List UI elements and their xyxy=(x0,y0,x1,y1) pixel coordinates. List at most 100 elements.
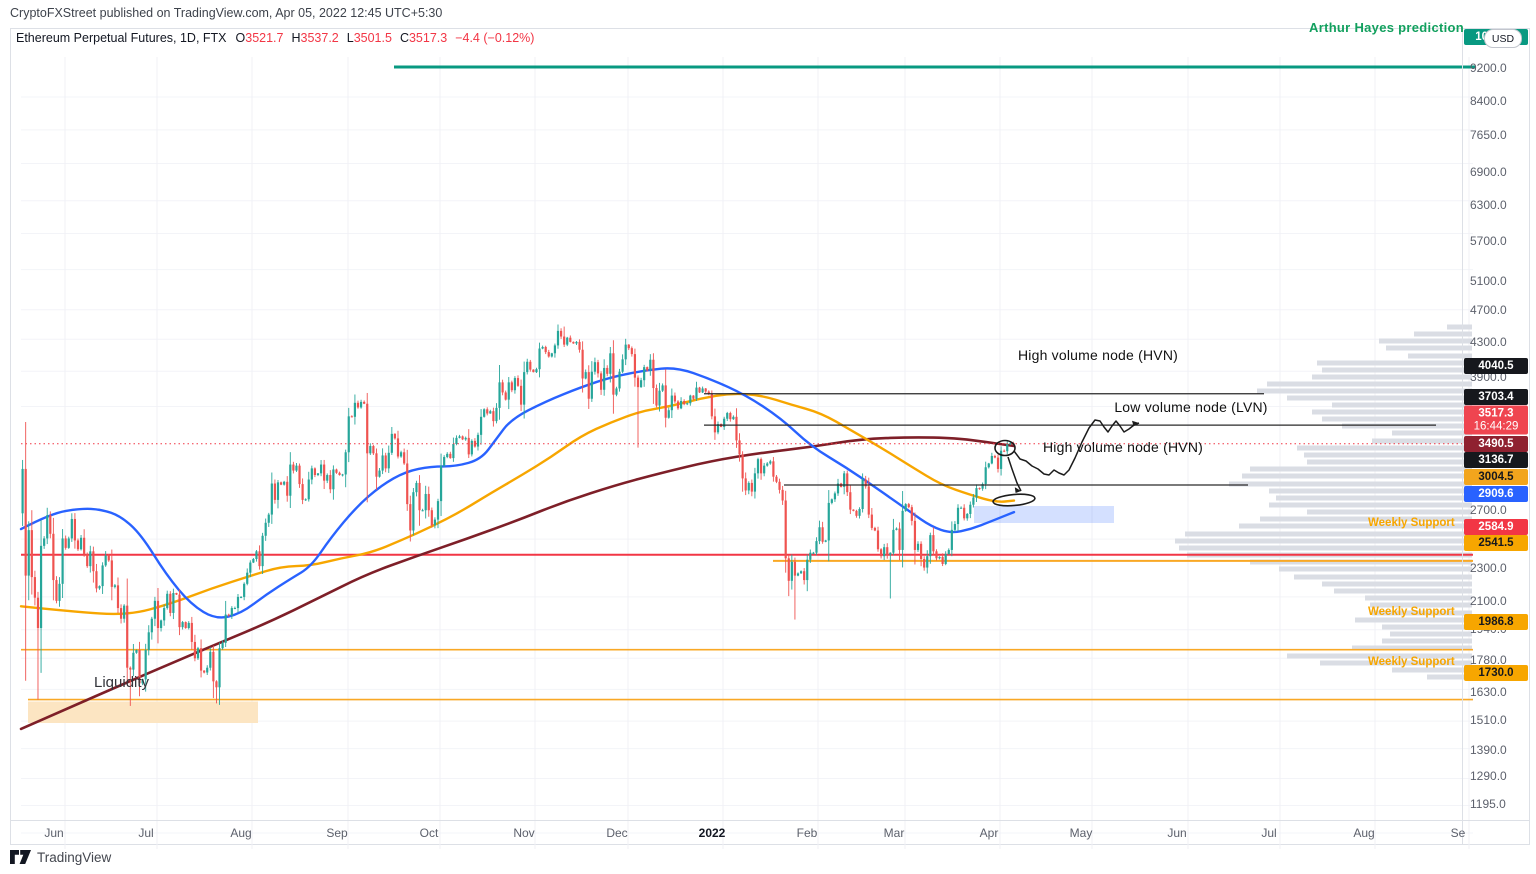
volume-profile-bar xyxy=(1279,566,1472,572)
volume-profile-bar xyxy=(1229,481,1472,487)
volume-profile-bar xyxy=(1287,653,1472,659)
tradingview-mark-icon xyxy=(10,850,31,864)
volume-profile-bar xyxy=(1392,430,1472,436)
time-axis-label: Mar xyxy=(883,826,905,840)
volume-profile-bar xyxy=(1414,331,1472,337)
volume-profile-bar xyxy=(1365,595,1472,601)
volume-profile-bar xyxy=(1392,667,1472,673)
weekly-support-label: Weekly Support xyxy=(1368,656,1455,668)
demand-zone xyxy=(974,506,1114,523)
ohlc-values: O3521.7 H3537.2 L3501.5 C3517.3 −4.4 (−0… xyxy=(235,31,535,45)
price-tick: 5700.0 xyxy=(1470,233,1507,248)
candles xyxy=(21,324,1015,706)
price-label-chip: 1986.8 xyxy=(1464,614,1528,630)
volume-node-label: Low volume node (LVN) xyxy=(1114,399,1268,416)
volume-profile-bar xyxy=(1294,574,1472,580)
time-axis-label: Apr xyxy=(979,826,999,840)
time-axis-label: Jun xyxy=(44,826,64,840)
volume-profile-bar xyxy=(1390,631,1472,637)
open-value: 3521.7 xyxy=(245,31,284,45)
price-label-chip: 2584.9 xyxy=(1464,519,1528,535)
volume-profile-bar xyxy=(1276,495,1472,501)
volume-node-label: High volume node (HVN) xyxy=(1042,438,1204,455)
volume-profile-bar xyxy=(1386,345,1472,351)
volume-profile-bar xyxy=(1447,324,1472,330)
price-tick: 9200.0 xyxy=(1470,61,1507,76)
price-label-chip: 3703.4 xyxy=(1464,389,1528,405)
down-arrow-drawing xyxy=(1007,456,1022,492)
chart-canvas[interactable] xyxy=(11,29,1536,874)
time-axis-label: Aug xyxy=(1353,826,1375,840)
volume-profile-bar xyxy=(1382,624,1472,630)
price-label-chip: 1730.0 xyxy=(1464,665,1528,681)
time-axis-label: Dec xyxy=(606,826,628,840)
time-axis-label: Feb xyxy=(796,826,818,840)
volume-profile-bar xyxy=(1269,502,1472,508)
volume-profile-bar xyxy=(1242,473,1472,479)
down-arrowhead xyxy=(1014,487,1021,493)
volume-profile-bar xyxy=(1370,602,1472,608)
price-label-chip: 3490.5 xyxy=(1464,436,1528,452)
price-label-chip: 2541.5 xyxy=(1464,535,1528,551)
volume-node-label: High volume node (HVN) xyxy=(1017,347,1179,364)
prediction-label: Arthur Hayes prediction xyxy=(1309,20,1464,35)
price-tick: 2300.0 xyxy=(1470,560,1507,575)
price-tick: 2700.0 xyxy=(1470,503,1507,518)
price-tick: 1195.0 xyxy=(1470,797,1506,812)
volume-profile-bar xyxy=(1317,360,1472,366)
volume-profile-bar xyxy=(1269,488,1472,494)
price-label-chip: 3136.7 xyxy=(1464,452,1528,468)
volume-profile-bar xyxy=(1372,438,1472,444)
price-tick: 5100.0 xyxy=(1470,273,1507,288)
time-axis-separator xyxy=(10,820,1530,821)
volume-profile-bar xyxy=(1408,353,1472,359)
time-axis-label: Aug xyxy=(230,826,252,840)
price-tick: 1390.0 xyxy=(1470,742,1507,757)
time-axis-label: Se xyxy=(1450,826,1466,840)
time-axis-label: Jul xyxy=(138,826,154,840)
low-value: 3501.5 xyxy=(353,31,392,45)
liquidity-zone xyxy=(28,701,258,723)
tradingview-wordmark: TradingView xyxy=(37,850,112,865)
weekly-support-label: Weekly Support xyxy=(1368,517,1455,529)
volume-profile-bar xyxy=(1175,538,1472,544)
price-tick: 4300.0 xyxy=(1470,335,1507,350)
volume-profile-bar xyxy=(1260,516,1472,522)
volume-profile-bar xyxy=(1304,452,1472,458)
chart-frame xyxy=(10,28,1530,849)
symbol-title: Ethereum Perpetual Futures, 1D, FTX xyxy=(16,31,227,45)
price-tick: 1630.0 xyxy=(1470,685,1507,700)
volume-profile-bar xyxy=(1307,509,1472,515)
volume-profile-bar xyxy=(1379,338,1472,344)
publish-attribution: CryptoFXStreet published on TradingView.… xyxy=(10,6,443,20)
volume-profile-bar xyxy=(1334,588,1472,594)
volume-profile-bar xyxy=(1355,617,1472,623)
volume-profile-bar xyxy=(1179,545,1472,551)
volume-profile-bar xyxy=(1257,388,1472,394)
volume-profile-bar xyxy=(1332,402,1472,408)
close-value: 3517.3 xyxy=(408,31,448,45)
target-ellipse-drawing xyxy=(992,493,1036,507)
price-label-chip: 4040.5 xyxy=(1464,358,1528,374)
volume-profile-bar xyxy=(1297,445,1472,451)
currency-toggle-button[interactable]: USD xyxy=(1484,29,1522,48)
tradingview-logo[interactable]: TradingView xyxy=(10,850,111,865)
price-tick: 2100.0 xyxy=(1470,593,1507,608)
price-tick: 7650.0 xyxy=(1470,127,1507,142)
weekly-support-label: Weekly Support xyxy=(1368,606,1455,618)
volume-profile-bar xyxy=(1342,423,1472,429)
price-tick: 4700.0 xyxy=(1470,303,1507,318)
volume-profile-bar xyxy=(1322,416,1472,422)
candle-circle-drawing xyxy=(994,439,1016,457)
volume-profile-bar xyxy=(1352,645,1472,651)
liquidity-label: Liquidity xyxy=(94,674,150,691)
volume-profile-bar xyxy=(1382,638,1472,644)
time-axis-label: May xyxy=(1069,826,1093,840)
price-label-chip: 2909.6 xyxy=(1464,486,1528,502)
price-tick: 8400.0 xyxy=(1470,93,1507,108)
change-value: −4.4 (−0.12%) xyxy=(455,31,535,45)
time-axis-label: Jul xyxy=(1261,826,1277,840)
volume-profile-bar xyxy=(1322,581,1472,587)
ma100-line xyxy=(19,392,1016,616)
